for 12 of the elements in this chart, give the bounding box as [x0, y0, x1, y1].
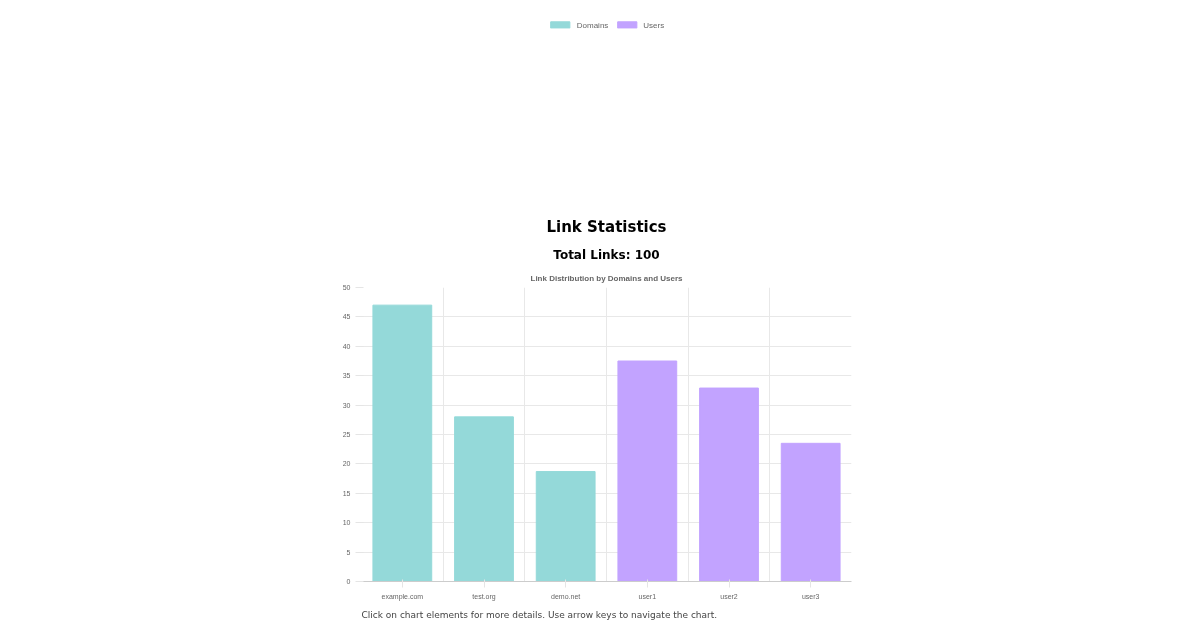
bar [699, 387, 759, 582]
bar [372, 304, 433, 582]
legend-label: Domains [576, 20, 609, 30]
text: Link Distribution by Domains and Users [530, 273, 684, 283]
chart-subtitle: Total Links: 100 [553, 247, 660, 262]
bar [780, 442, 841, 582]
text: Click on chart elements for more details. Use arrow keys to navigate the chart. [361, 609, 718, 620]
chart-title: Link Statistics [546, 217, 667, 236]
bar [454, 416, 514, 582]
bar [535, 471, 596, 582]
legend-label: Users [643, 20, 665, 30]
bar [617, 360, 678, 582]
